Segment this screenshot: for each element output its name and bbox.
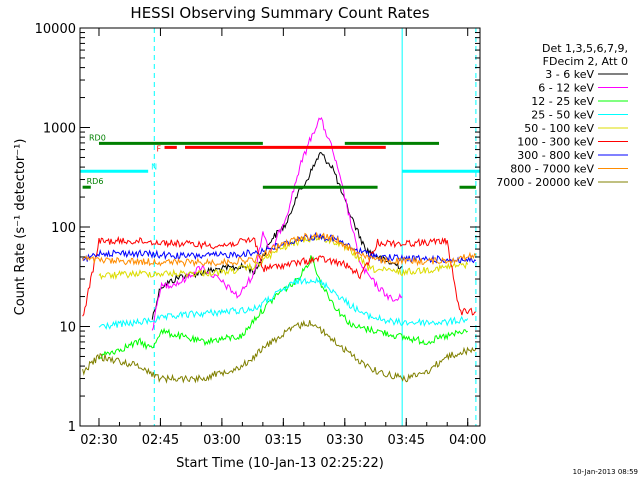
flag-label-rd6: RD6 bbox=[87, 177, 104, 186]
legend-header-1: Det 1,3,5,6,7,9, bbox=[542, 42, 628, 55]
x-axis-label: Start Time (10-Jan-13 02:25:22) bbox=[176, 456, 384, 471]
legend-label-2: 6 - 12 keV bbox=[538, 82, 594, 95]
series-line-6 bbox=[82, 235, 476, 317]
legend-label-4: 25 - 50 keV bbox=[531, 109, 594, 122]
legend-label-8: 800 - 7000 keV bbox=[510, 163, 594, 176]
series-line-3 bbox=[98, 255, 468, 360]
legend-label-5: 50 - 100 keV bbox=[524, 122, 594, 135]
timestamp: 10-Jan-2013 08:59 bbox=[573, 468, 638, 476]
x-tick-label-7: 04:00 bbox=[449, 433, 486, 448]
y-tick-label-5: 10000 bbox=[35, 22, 76, 37]
x-tick-label-5: 03:30 bbox=[326, 433, 363, 448]
y-tick-label-4: 1000 bbox=[43, 122, 76, 137]
flag-label-f: F bbox=[157, 144, 162, 153]
x-tick-label-6: 03:45 bbox=[388, 433, 425, 448]
y-tick-label-1: 1 bbox=[68, 420, 76, 435]
flag-label-rd0: RD0 bbox=[89, 133, 106, 142]
x-tick-label-1: 02:30 bbox=[80, 433, 117, 448]
flag-label-n: N bbox=[151, 162, 157, 171]
series-line-4 bbox=[98, 276, 469, 330]
y-tick-label-3: 100 bbox=[51, 221, 76, 236]
series-line-2 bbox=[151, 116, 403, 331]
series-line-9 bbox=[82, 319, 477, 384]
x-tick-label-3: 03:00 bbox=[203, 433, 240, 448]
legend-label-1: 3 - 6 keV bbox=[545, 68, 594, 81]
y-axis-label: Count Rate (s⁻¹ detector⁻¹) bbox=[13, 139, 28, 316]
y-tick-label-2: 10 bbox=[59, 321, 76, 336]
legend-label-9: 7000 - 20000 keV bbox=[496, 176, 594, 189]
legend-label-6: 100 - 300 keV bbox=[517, 136, 594, 149]
series-line-5 bbox=[98, 233, 469, 281]
legend-header-2: FDecim 2, Att 0 bbox=[543, 55, 628, 68]
x-tick-label-4: 03:15 bbox=[265, 433, 302, 448]
chart-title: HESSI Observing Summary Count Rates bbox=[130, 4, 429, 22]
series-line-8 bbox=[82, 231, 477, 268]
x-tick-label-2: 02:45 bbox=[142, 433, 179, 448]
legend-label-3: 12 - 25 keV bbox=[531, 95, 594, 108]
legend-label-7: 300 - 800 keV bbox=[517, 149, 594, 162]
